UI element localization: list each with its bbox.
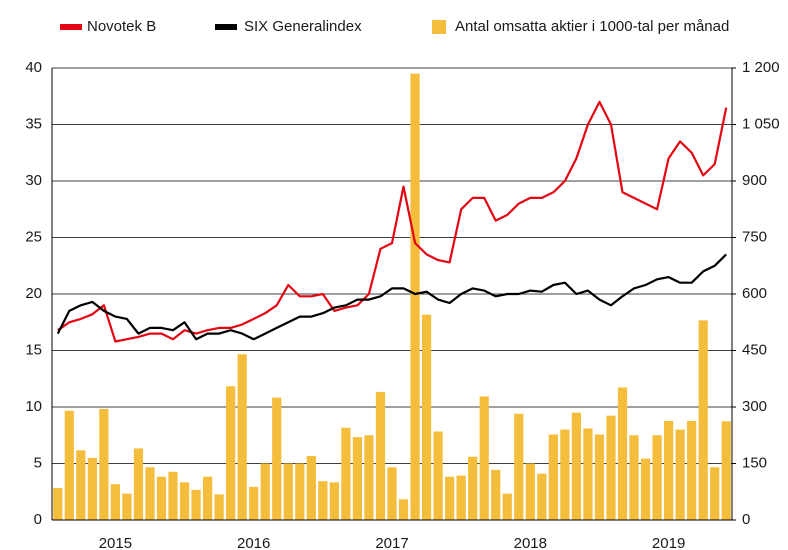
bar	[110, 484, 120, 520]
y2-tick-label: 750	[742, 228, 767, 245]
y2-tick-label: 450	[742, 341, 767, 358]
bar	[295, 463, 305, 520]
bar	[629, 435, 639, 520]
bar	[87, 457, 97, 520]
y-tick-label: 20	[25, 285, 42, 302]
bar	[617, 387, 628, 520]
legend-swatch	[432, 20, 446, 34]
y2-tick-label: 1 200	[742, 59, 780, 76]
bar	[352, 437, 363, 520]
bar	[53, 487, 63, 520]
y-tick-label: 15	[25, 341, 42, 358]
bar	[341, 427, 351, 520]
y2-tick-label: 150	[742, 454, 767, 471]
bar	[571, 412, 582, 520]
legend-label: SIX Generalindex	[244, 18, 362, 35]
x-tick-label: 2019	[652, 535, 685, 550]
bar	[191, 489, 201, 520]
bar	[318, 481, 328, 520]
bar	[99, 408, 109, 520]
bar	[698, 320, 708, 520]
bar	[710, 467, 720, 520]
bar	[364, 435, 374, 520]
bar	[560, 429, 570, 520]
bar	[122, 493, 132, 520]
legend-label: Antal omsatta aktier i 1000-tal per måna…	[455, 18, 729, 35]
bar	[652, 435, 662, 520]
bar	[179, 482, 190, 520]
bar	[398, 499, 409, 520]
bar	[640, 458, 651, 520]
x-tick-label: 2015	[99, 535, 132, 550]
x-tick-label: 2016	[237, 535, 270, 550]
bar	[421, 314, 432, 520]
bar	[237, 354, 247, 520]
line	[56, 253, 727, 341]
y2-tick-label: 1 050	[742, 115, 780, 132]
bar	[502, 493, 512, 520]
bar	[226, 386, 236, 520]
bar	[283, 463, 293, 520]
y-tick-label: 40	[25, 59, 42, 76]
bar	[606, 415, 616, 520]
bar	[156, 476, 167, 520]
bar	[479, 396, 489, 520]
bar	[375, 391, 386, 520]
bar	[675, 429, 685, 520]
bar	[594, 434, 605, 520]
bar	[456, 475, 466, 520]
y2-tick-label: 900	[742, 172, 767, 189]
y-tick-label: 35	[25, 115, 42, 132]
y2-tick-label: 600	[742, 285, 767, 302]
line	[57, 100, 728, 343]
bar	[548, 434, 558, 520]
bar	[468, 456, 478, 520]
bar	[249, 486, 259, 520]
bar	[133, 448, 144, 520]
y-tick-label: 0	[34, 511, 42, 528]
bar	[687, 420, 697, 520]
bar	[445, 476, 455, 520]
bar	[202, 476, 213, 520]
bar	[387, 467, 397, 520]
bar	[664, 420, 674, 520]
y2-tick-label: 0	[742, 511, 750, 528]
bar	[537, 473, 547, 520]
bar	[64, 410, 74, 520]
bar	[721, 421, 731, 520]
y-tick-label: 25	[25, 228, 42, 245]
legend-label: Novotek B	[87, 18, 156, 35]
bar	[525, 463, 535, 520]
bar	[168, 471, 178, 520]
bar	[329, 482, 339, 520]
x-tick-label: 2017	[375, 535, 408, 550]
y-tick-label: 10	[25, 398, 42, 415]
bar	[491, 469, 501, 520]
bar	[514, 413, 524, 520]
bar	[433, 431, 443, 520]
y-tick-label: 5	[34, 454, 42, 471]
x-tick-label: 2018	[514, 535, 547, 550]
bar	[583, 428, 593, 520]
bar	[272, 397, 282, 520]
y2-tick-label: 300	[742, 398, 767, 415]
bar	[260, 463, 270, 520]
y-tick-label: 30	[25, 172, 42, 189]
bar	[76, 450, 86, 520]
bar	[410, 73, 420, 521]
bar	[145, 467, 155, 520]
bar	[214, 494, 224, 520]
bar	[306, 455, 316, 520]
